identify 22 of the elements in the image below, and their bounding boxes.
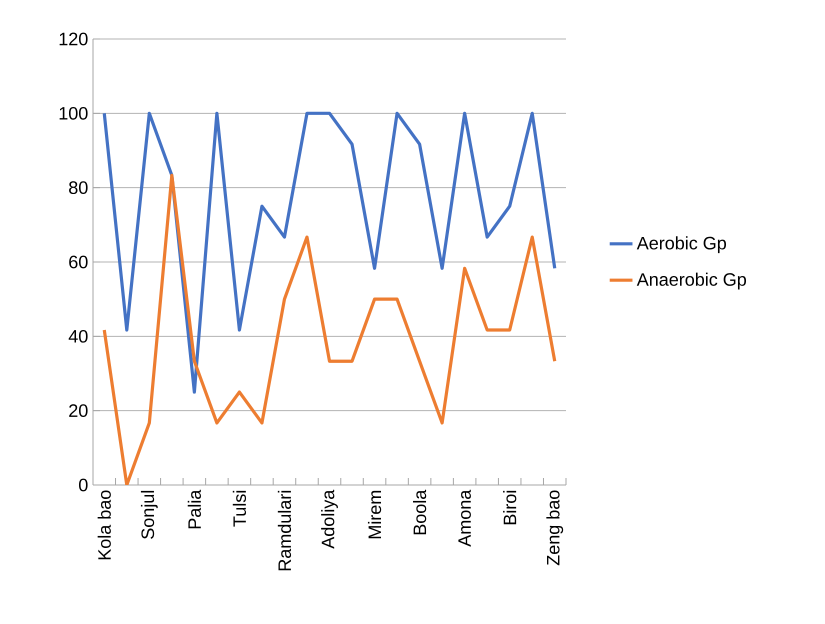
x-tick-label: Tulsi <box>232 490 246 527</box>
x-tick-label: Mirem <box>368 490 382 538</box>
y-tick-label: 60 <box>69 256 88 268</box>
y-tick-label: 100 <box>60 106 88 120</box>
x-tick-label: Boola <box>412 490 426 534</box>
x-tick-label: Amona <box>458 490 471 547</box>
line-series <box>102 112 556 394</box>
legend-label: Anaerobic Gp <box>636 272 746 290</box>
x-tick-label: Ramdulari <box>278 490 292 570</box>
x-tick-label: Zeng bao <box>546 490 564 566</box>
x-tick-label: Kola bao <box>98 490 111 560</box>
legend-label: Aerobic Gp <box>636 236 726 254</box>
y-tick-label: 120 <box>60 32 88 46</box>
line-series <box>102 174 556 485</box>
y-tick-label: 80 <box>69 181 88 194</box>
y-tick-label: 20 <box>69 404 88 418</box>
y-tick-label: 0 <box>78 478 88 492</box>
x-tick-label: Sonjul <box>140 490 158 539</box>
x-tick-label: Biroi <box>503 490 516 524</box>
x-tick-label: Adoliya <box>321 490 338 549</box>
y-tick-label: 40 <box>68 330 88 343</box>
x-tick-label: Palia <box>188 490 201 528</box>
